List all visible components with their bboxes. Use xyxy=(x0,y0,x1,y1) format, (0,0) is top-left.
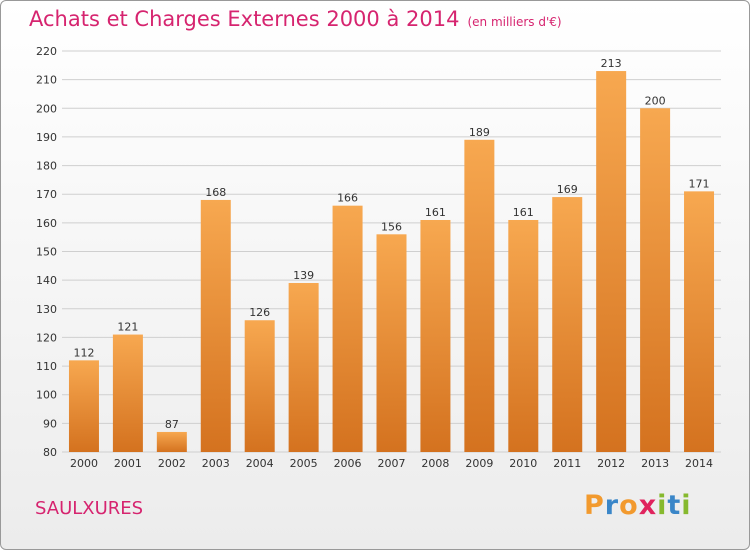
y-tick-label: 170 xyxy=(36,188,57,201)
bar-2012 xyxy=(596,71,627,453)
location-name: SAULXURES xyxy=(35,498,144,519)
y-tick-label: 200 xyxy=(36,102,57,115)
y-tick-label: 140 xyxy=(36,274,57,287)
data-label: 87 xyxy=(165,418,179,431)
data-label: 213 xyxy=(601,57,622,70)
x-tick-label: 2010 xyxy=(509,457,537,470)
bar-2011 xyxy=(552,197,583,452)
logo-letter: i xyxy=(657,490,668,521)
bar-2014 xyxy=(684,191,715,452)
y-tick-label: 90 xyxy=(43,417,57,430)
x-tick-label: 2012 xyxy=(597,457,625,470)
logo-letter: P xyxy=(584,490,605,521)
logo-letter: r xyxy=(604,490,620,521)
y-tick-label: 100 xyxy=(36,389,57,402)
y-tick-label: 210 xyxy=(36,74,57,87)
chart-title: Achats et Charges Externes 2000 à 2014 xyxy=(29,7,460,31)
y-tick-label: 180 xyxy=(36,160,57,173)
logo-letter: i xyxy=(681,490,692,521)
data-label: 161 xyxy=(425,206,446,219)
data-label: 112 xyxy=(73,346,94,359)
logo-letter: o xyxy=(619,490,639,521)
bar-2004 xyxy=(244,320,275,452)
data-label: 169 xyxy=(557,183,578,196)
x-tick-label: 2011 xyxy=(553,457,581,470)
x-tick-label: 2005 xyxy=(290,457,318,470)
proxiti-logo: Proxiti xyxy=(584,490,692,521)
logo-letter: x xyxy=(638,490,658,521)
data-label: 121 xyxy=(117,321,138,334)
x-tick-label: 2006 xyxy=(334,457,362,470)
bar-2008 xyxy=(420,219,451,452)
bar-2009 xyxy=(464,139,495,453)
data-label: 168 xyxy=(205,186,226,199)
data-label: 189 xyxy=(469,126,490,139)
data-label: 126 xyxy=(249,306,270,319)
bar-2013 xyxy=(640,108,671,453)
bar-2005 xyxy=(288,283,319,452)
x-tick-label: 2014 xyxy=(685,457,713,470)
bar-2007 xyxy=(376,234,407,452)
bar-2002 xyxy=(156,431,187,452)
x-tick-label: 2013 xyxy=(641,457,669,470)
y-tick-label: 150 xyxy=(36,246,57,259)
chart-title-block: Achats et Charges Externes 2000 à 2014 (e… xyxy=(29,7,562,31)
bar-2006 xyxy=(332,205,363,452)
x-tick-label: 2003 xyxy=(202,457,230,470)
logo-letter: t xyxy=(667,490,682,521)
data-label: 139 xyxy=(293,269,314,282)
y-tick-label: 190 xyxy=(36,131,57,144)
y-tick-label: 110 xyxy=(36,360,57,373)
x-tick-label: 2002 xyxy=(158,457,186,470)
x-tick-label: 2004 xyxy=(246,457,274,470)
bar-2001 xyxy=(112,334,143,452)
data-label: 156 xyxy=(381,220,402,233)
bar-2010 xyxy=(508,219,539,452)
y-tick-label: 80 xyxy=(43,446,57,459)
x-tick-label: 2001 xyxy=(114,457,142,470)
bar-2003 xyxy=(200,199,231,452)
y-tick-label: 220 xyxy=(36,45,57,58)
data-label: 200 xyxy=(645,94,666,107)
x-tick-label: 2008 xyxy=(421,457,449,470)
data-label: 161 xyxy=(513,206,534,219)
chart-subtitle: (en milliers d'€) xyxy=(467,15,562,29)
data-label: 166 xyxy=(337,192,358,205)
data-label: 171 xyxy=(689,177,710,190)
x-tick-label: 2007 xyxy=(378,457,406,470)
x-tick-label: 2009 xyxy=(465,457,493,470)
x-tick-label: 2000 xyxy=(70,457,98,470)
y-tick-label: 120 xyxy=(36,331,57,344)
bar-2000 xyxy=(68,360,99,452)
y-tick-label: 130 xyxy=(36,303,57,316)
y-tick-label: 160 xyxy=(36,217,57,230)
